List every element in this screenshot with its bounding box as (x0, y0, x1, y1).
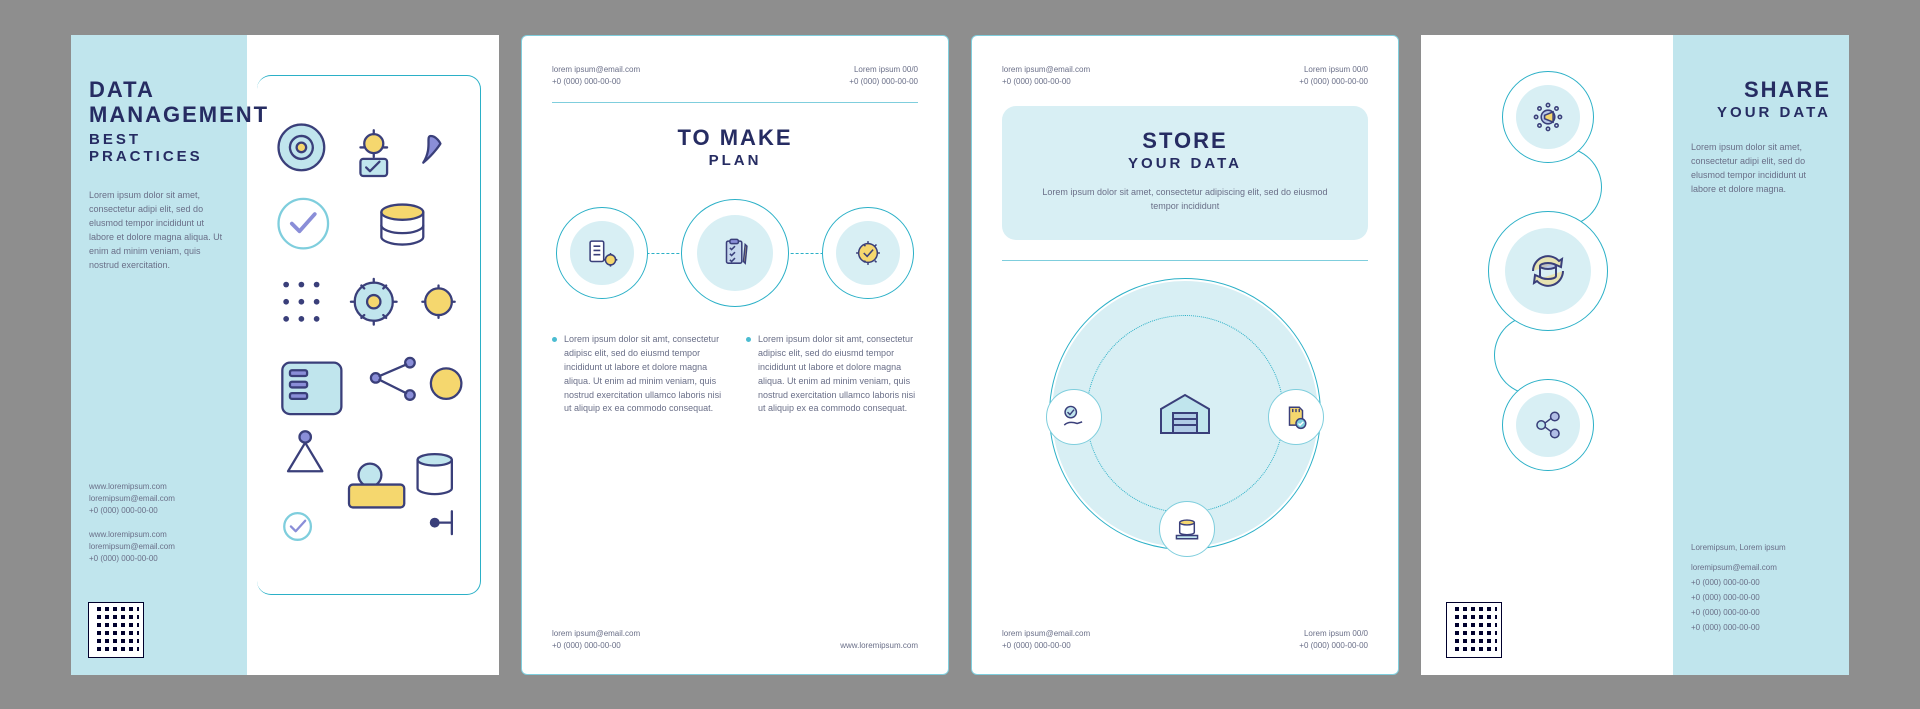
contact-email: lorem ipsum@email.com (1002, 65, 1090, 74)
panel4-contacts: Loremipsum, Lorem ipsum loremipsum@email… (1691, 542, 1831, 637)
contact-phone: +0 (000) 000-00-00 (849, 77, 918, 86)
broadcast-megaphone-icon (1502, 71, 1594, 163)
panel3-card: STORE YOUR DATA Lorem ipsum dolor sit am… (1002, 106, 1368, 240)
panel3-topbar: lorem ipsum@email.com +0 (000) 000-00-00… (1002, 64, 1368, 88)
panel1-sidebar: DATA MANAGEMENT BEST PRACTICES Lorem ips… (71, 35, 247, 675)
contact-phone: +0 (000) 000-00-00 (1002, 77, 1071, 86)
contact-phone: +0 (000) 000-00-00 (1691, 577, 1831, 589)
contact-label: Lorem ipsum 00/0 (1304, 629, 1368, 638)
panel2-footer: lorem ipsum@email.com +0 (000) 000-00-00… (552, 628, 918, 652)
contact-email: loremipsum@email.com (89, 542, 175, 551)
contact-phone: +0 (000) 000-00-00 (1299, 641, 1368, 650)
panel-cover: DATA MANAGEMENT BEST PRACTICES Lorem ips… (71, 35, 499, 675)
panel2-icon-row (552, 199, 918, 307)
divider (1002, 260, 1368, 261)
network-share-icon (1502, 379, 1594, 471)
contact-web: www.loremipsum.com (89, 482, 167, 491)
qr-code-icon (89, 603, 143, 657)
contact-phone: +0 (000) 000-00-00 (552, 641, 621, 650)
contact-email: loremipsum@email.com (89, 494, 175, 503)
qr-code-icon (1447, 603, 1501, 657)
contact-phone: +0 (000) 000-00-00 (1691, 592, 1831, 604)
contact-phone: +0 (000) 000-00-00 (89, 506, 158, 515)
panel2-col2: Lorem ipsum dolor sit amt, consectetur a… (746, 333, 918, 417)
panel3-lead: Lorem ipsum dolor sit amet, consectetur … (1028, 186, 1342, 214)
contact-email: lorem ipsum@email.com (1002, 629, 1090, 638)
panel1-contacts: www.loremipsum.com loremipsum@email.com … (89, 481, 229, 577)
contact-phone: +0 (000) 000-00-00 (1002, 641, 1071, 650)
contact-phone: +0 (000) 000-00-00 (552, 77, 621, 86)
clipboard-pencil-icon (681, 199, 789, 307)
panel4-title: SHARE YOUR DATA (1691, 77, 1831, 121)
title-line1: DATA MANAGEMENT (89, 77, 229, 128)
contact-phone: +0 (000) 000-00-00 (89, 554, 158, 563)
checklist-gear-icon (556, 207, 648, 299)
panel3-orbit (1050, 279, 1320, 549)
panel2-title: TO MAKE PLAN (552, 125, 918, 169)
panel2-col1: Lorem ipsum dolor sit amt, consectetur a… (552, 333, 724, 417)
panel4-ring-column (1447, 71, 1649, 471)
contact-email: lorem ipsum@email.com (552, 629, 640, 638)
panel1-illustration (247, 35, 499, 675)
title-line2: PLAN (552, 152, 918, 169)
title-line1: SHARE (1691, 77, 1831, 102)
panel2-columns: Lorem ipsum dolor sit amt, consectetur a… (552, 333, 918, 628)
title-line2: YOUR DATA (1028, 155, 1342, 172)
panel2-topbar: lorem ipsum@email.com +0 (000) 000-00-00… (552, 64, 918, 88)
contact-label: Lorem ipsum 00/0 (854, 65, 918, 74)
panel3-footer: lorem ipsum@email.com +0 (000) 000-00-00… (1002, 612, 1368, 652)
panel1-body: Lorem ipsum dolor sit amet, consectetur … (89, 189, 229, 273)
contact-email: loremipsum@email.com (1691, 562, 1831, 574)
panel4-left (1421, 35, 1673, 675)
database-tray-icon (1159, 501, 1215, 557)
database-refresh-icon (1488, 211, 1608, 331)
title-line2: YOUR DATA (1691, 104, 1831, 121)
gear-check-icon (822, 207, 914, 299)
title-line2: BEST PRACTICES (89, 131, 229, 165)
brochure-stage: DATA MANAGEMENT BEST PRACTICES Lorem ips… (71, 35, 1849, 675)
panel1-title: DATA MANAGEMENT BEST PRACTICES (89, 77, 229, 166)
panel1-icon-cluster (269, 89, 469, 583)
title-line1: TO MAKE (552, 125, 918, 150)
divider (552, 102, 918, 103)
panel4-sidebar: SHARE YOUR DATA Lorem ipsum dolor sit am… (1673, 35, 1849, 675)
panel-make-plan: lorem ipsum@email.com +0 (000) 000-00-00… (521, 35, 949, 675)
contact-web: www.loremipsum.com (840, 640, 918, 652)
contact-web: www.loremipsum.com (89, 530, 167, 539)
contact-phone: +0 (000) 000-00-00 (1691, 607, 1831, 619)
contact-email: lorem ipsum@email.com (552, 65, 640, 74)
contact-phone: +0 (000) 000-00-00 (1299, 77, 1368, 86)
contact-label: Lorem ipsum 00/0 (1304, 65, 1368, 74)
sd-card-check-icon (1268, 389, 1324, 445)
panel-share-data: SHARE YOUR DATA Lorem ipsum dolor sit am… (1421, 35, 1849, 675)
panel4-body: Lorem ipsum dolor sit amet, consectetur … (1691, 141, 1831, 197)
title-line1: STORE (1028, 128, 1342, 153)
hand-check-icon (1046, 389, 1102, 445)
contact-label: Loremipsum, Lorem ipsum (1691, 542, 1831, 554)
panel-store-data: lorem ipsum@email.com +0 (000) 000-00-00… (971, 35, 1399, 675)
contact-phone: +0 (000) 000-00-00 (1691, 622, 1831, 634)
